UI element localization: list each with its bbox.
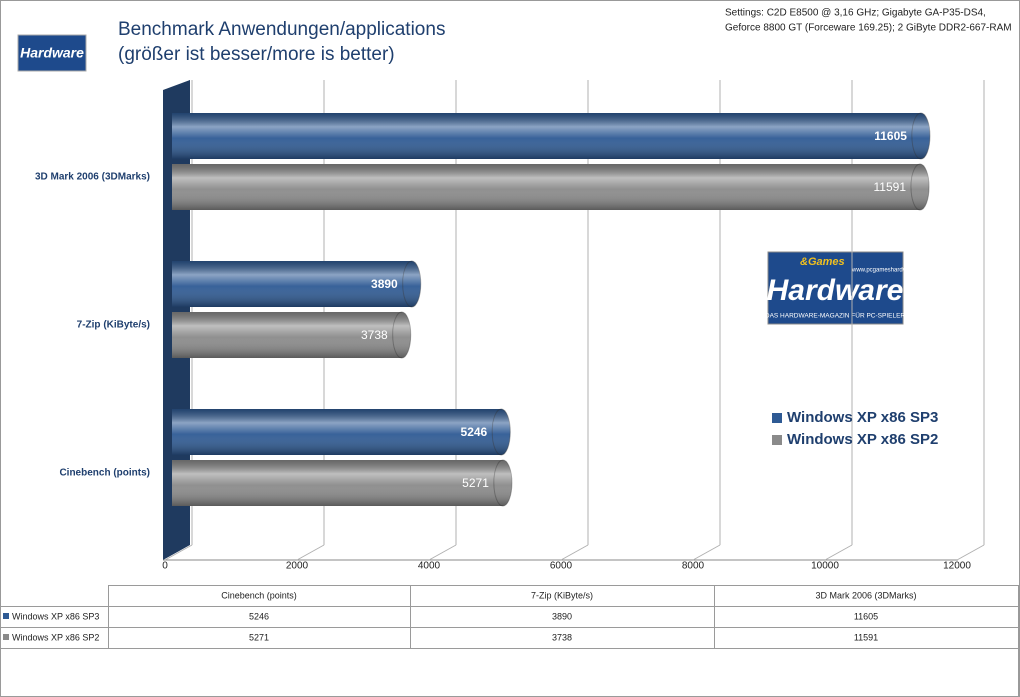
y-tick-label: Cinebench (points)	[59, 468, 150, 479]
chart-title: Benchmark Anwendungen/applications	[118, 19, 445, 40]
grid-line	[164, 544, 193, 561]
grid-line	[560, 544, 589, 561]
grid-line	[824, 544, 853, 561]
logo-brand: Hardware	[767, 274, 904, 307]
grid-line	[956, 544, 985, 561]
table-row-label: Windows XP x86 SP2	[12, 632, 99, 642]
bar-cap-shade	[402, 261, 421, 307]
legend-swatch	[772, 413, 782, 423]
bar-cap-shade	[392, 312, 411, 358]
legend-label: Windows XP x86 SP2	[787, 431, 938, 448]
legend-label: Windows XP x86 SP3	[787, 409, 938, 426]
table-header: 3D Mark 2006 (3DMarks)	[815, 590, 916, 600]
logo-brand: Hardware	[20, 45, 84, 61]
data-label: 5271	[462, 476, 489, 490]
x-tick-label: 10000	[811, 561, 839, 572]
x-tick-label: 2000	[286, 561, 309, 572]
table-row-label: Windows XP x86 SP3	[12, 611, 99, 621]
bar-shade	[172, 113, 921, 159]
table-header: Cinebench (points)	[221, 590, 297, 600]
data-label: 11591	[874, 180, 907, 194]
x-tick-label: 6000	[550, 561, 573, 572]
data-label: 3890	[371, 277, 398, 291]
grid-line	[296, 544, 325, 561]
table-cell: 3890	[552, 611, 572, 621]
bar-cap-shade	[911, 164, 930, 210]
x-tick-label: 8000	[682, 561, 705, 572]
legend-swatch	[772, 435, 782, 445]
bar-shade	[172, 409, 502, 455]
table-cell: 5246	[249, 611, 269, 621]
bar-shade	[172, 164, 921, 210]
logo-large: &Games www.pcgameshardware.de Hardware D…	[765, 251, 925, 325]
x-tick-label: 12000	[943, 561, 971, 572]
data-label: 11605	[874, 129, 907, 143]
table-cell: 11591	[854, 632, 878, 642]
bar-shade	[172, 460, 503, 506]
logo-url: www.pcgameshardware.de	[851, 268, 925, 274]
logo-small: Hardware	[17, 34, 87, 72]
grid-line	[428, 544, 457, 561]
y-tick-label: 7-Zip (KiByte/s)	[77, 320, 150, 331]
bar-cap-shade	[911, 113, 930, 159]
table-cell: 5271	[249, 632, 269, 642]
chart-subtitle: (größer ist besser/more is better)	[118, 44, 395, 65]
table-cell: 3738	[552, 632, 572, 642]
data-label: 5246	[461, 425, 488, 439]
x-tick-label: 0	[162, 561, 168, 572]
grid-line	[692, 544, 721, 561]
y-tick-label: 3D Mark 2006 (3DMarks)	[35, 172, 150, 183]
annotation: Settings: C2D E8500 @ 3,16 GHz; Gigabyte…	[725, 8, 986, 19]
table-cell: 11605	[854, 611, 878, 621]
table-swatch	[3, 634, 9, 640]
logo-games: &Games	[800, 256, 845, 268]
bar-cap-shade	[492, 409, 511, 455]
bar-shade	[172, 261, 412, 307]
data-label: 3738	[361, 328, 388, 342]
bar-shade	[172, 312, 402, 358]
table-swatch	[3, 613, 9, 619]
annotation: Geforce 8800 GT (Forceware 169.25); 2 Gi…	[725, 23, 1012, 34]
table-header: 7-Zip (KiByte/s)	[531, 590, 593, 600]
bar-cap-shade	[493, 460, 512, 506]
logo-tagline: DAS HARDWARE-MAGAZIN FÜR PC-SPIELER	[765, 312, 906, 320]
x-tick-label: 4000	[418, 561, 441, 572]
